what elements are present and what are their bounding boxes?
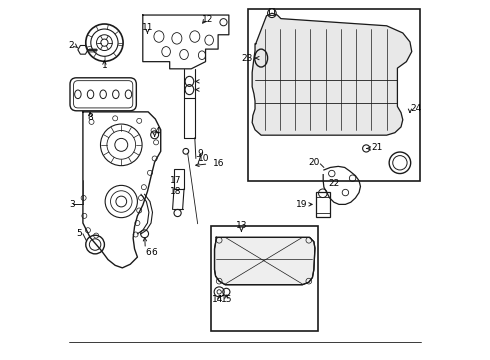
Text: 6: 6 bbox=[146, 248, 151, 257]
Polygon shape bbox=[252, 13, 412, 135]
Text: 10: 10 bbox=[197, 154, 209, 163]
Text: 16: 16 bbox=[213, 159, 224, 168]
Bar bbox=[248, 9, 420, 181]
Text: 1: 1 bbox=[101, 62, 107, 71]
Text: 24: 24 bbox=[411, 104, 422, 113]
Circle shape bbox=[268, 9, 276, 18]
Text: 18: 18 bbox=[171, 187, 182, 196]
Text: 19: 19 bbox=[296, 200, 307, 209]
Text: 15: 15 bbox=[220, 294, 232, 303]
Text: 5: 5 bbox=[76, 229, 82, 238]
Text: 8: 8 bbox=[87, 113, 93, 122]
Text: 22: 22 bbox=[328, 179, 340, 188]
Text: 21: 21 bbox=[371, 143, 383, 152]
Bar bbox=[316, 192, 330, 217]
Text: 17: 17 bbox=[171, 176, 182, 185]
Text: 6: 6 bbox=[152, 248, 157, 257]
Text: 23: 23 bbox=[242, 54, 253, 63]
Text: 14: 14 bbox=[213, 294, 224, 303]
Polygon shape bbox=[215, 237, 315, 285]
Text: 3: 3 bbox=[69, 200, 75, 209]
Bar bbox=[174, 169, 184, 189]
Text: 13: 13 bbox=[236, 221, 247, 230]
Text: 2: 2 bbox=[68, 41, 73, 50]
Text: 12: 12 bbox=[202, 15, 213, 24]
Bar bbox=[270, 8, 274, 15]
Text: 11: 11 bbox=[142, 23, 153, 32]
Text: 20: 20 bbox=[308, 158, 319, 167]
Text: 9: 9 bbox=[197, 149, 203, 158]
Text: 7: 7 bbox=[195, 156, 200, 165]
Bar bbox=[211, 226, 318, 330]
Text: 4: 4 bbox=[154, 127, 160, 136]
